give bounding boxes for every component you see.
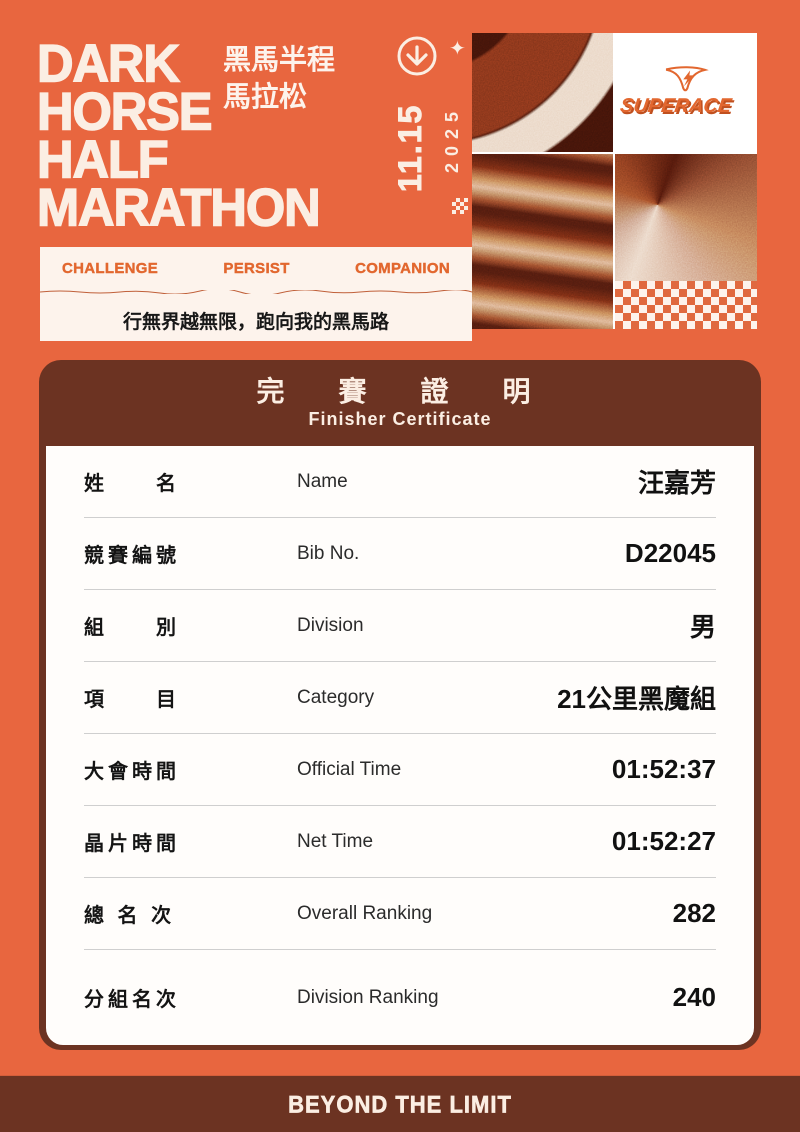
svg-text:SUPERACE: SUPERACE (619, 95, 734, 117)
